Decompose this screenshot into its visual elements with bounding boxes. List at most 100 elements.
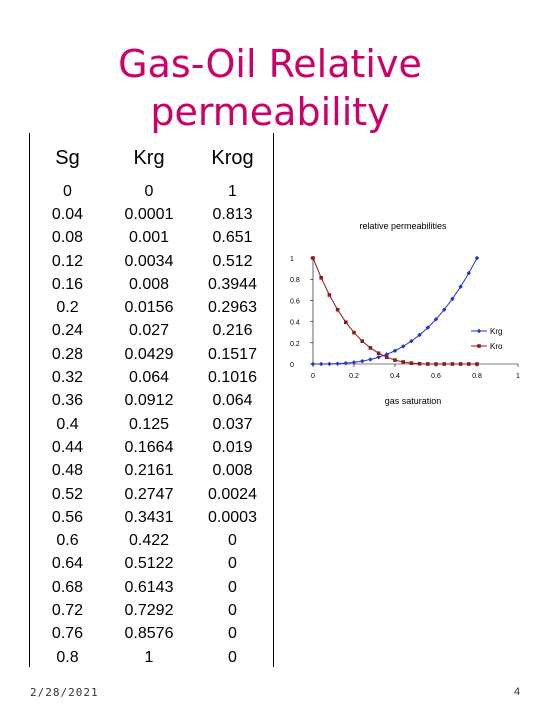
cell-krg: 0.0429 bbox=[124, 345, 174, 363]
chart-axes: 0 0.2 0.4 0.6 0.8 1 0 0.2 0.4 0.6 0.8 1 bbox=[290, 256, 520, 380]
data-point-kro bbox=[409, 361, 414, 365]
y-tick-label: 0.6 bbox=[290, 298, 300, 305]
data-point-krg bbox=[425, 325, 430, 330]
data-point-kro bbox=[401, 360, 405, 364]
data-point-kro bbox=[442, 362, 446, 366]
cell-krg: 0.0912 bbox=[124, 392, 174, 410]
cell-krog: 0 bbox=[228, 555, 237, 573]
y-tick-label: 0.4 bbox=[290, 320, 300, 327]
data-point-krg bbox=[409, 338, 414, 344]
table-left-border bbox=[29, 133, 30, 667]
table-row: 0.32 0.064 0.1016 bbox=[29, 366, 273, 389]
series-krg bbox=[310, 255, 480, 367]
data-point-kro bbox=[467, 362, 471, 366]
cell-krg: 0.3431 bbox=[124, 508, 174, 526]
x-tick-label: 0.6 bbox=[431, 373, 441, 380]
data-point-kro bbox=[344, 320, 348, 324]
data-point-krg bbox=[335, 361, 340, 366]
data-point-krg bbox=[351, 360, 357, 365]
data-point-krg bbox=[474, 255, 480, 261]
cell-sg: 0.56 bbox=[51, 508, 84, 526]
cell-sg: 0.32 bbox=[51, 369, 84, 387]
cell-sg: 0.24 bbox=[51, 322, 84, 340]
table-row: 0.24 0.027 0.216 bbox=[29, 320, 273, 343]
x-tick-label: 1 bbox=[516, 373, 520, 380]
cell-krog: 0 bbox=[228, 625, 237, 643]
x-tick-label: 0.2 bbox=[349, 373, 359, 380]
table-row: 0.72 0.7292 0 bbox=[29, 599, 273, 622]
data-point-krg bbox=[360, 358, 365, 364]
cell-krg: 0.0034 bbox=[124, 252, 174, 270]
cell-krg: 0.7292 bbox=[124, 601, 174, 619]
legend-marker bbox=[477, 344, 481, 348]
legend-label: Krg bbox=[490, 327, 502, 336]
data-point-kro bbox=[376, 351, 381, 356]
cell-krg: 0.5122 bbox=[124, 555, 174, 573]
cell-sg: 0.8 bbox=[56, 648, 79, 666]
cell-sg: 0.68 bbox=[51, 578, 84, 596]
data-point-krg bbox=[319, 361, 324, 367]
cell-sg: 0.36 bbox=[51, 392, 84, 410]
table-row: 0.36 0.0912 0.064 bbox=[29, 390, 273, 413]
cell-krog: 0.216 bbox=[212, 322, 253, 340]
cell-sg: 0.76 bbox=[51, 625, 84, 643]
table-row: 0.76 0.8576 0 bbox=[29, 623, 273, 646]
data-point-krg bbox=[368, 357, 373, 362]
data-point-krg bbox=[458, 284, 463, 289]
cell-krg: 0.6143 bbox=[124, 578, 174, 596]
chart-series bbox=[310, 255, 480, 367]
cell-krog: 0 bbox=[228, 648, 237, 666]
data-point-kro bbox=[368, 346, 373, 350]
table-row: 0.4 0.125 0.037 bbox=[29, 413, 273, 436]
cell-krg: 0.422 bbox=[128, 532, 170, 550]
table-body: 0 0 1 0.04 0.0001 0.813 0.08 0.001 0.651 0.12 0.00… bbox=[29, 180, 273, 669]
table-header-row: Sg Krg Krog bbox=[29, 136, 273, 180]
cell-krog: 0.1517 bbox=[208, 345, 257, 363]
data-point-kro bbox=[385, 355, 389, 360]
cell-sg: 0.64 bbox=[51, 555, 84, 573]
data-point-krg bbox=[401, 344, 406, 349]
data-point-krg bbox=[433, 317, 439, 322]
cell-krog: 0.019 bbox=[212, 438, 253, 456]
data-point-krg bbox=[450, 296, 455, 302]
legend-item-krg: Krg bbox=[471, 327, 502, 336]
data-point-krg bbox=[442, 307, 447, 312]
y-tick-label: 0 bbox=[290, 362, 294, 369]
y-tick-label: 0.2 bbox=[290, 341, 300, 348]
cell-krg: 0.027 bbox=[128, 322, 170, 340]
chart-title: relative permeabilities bbox=[359, 221, 447, 231]
relative-permeability-table: Sg Krg Krog 0 0 1 0.04 0.0001 0.813 0.08 0.001 0… bbox=[29, 136, 273, 669]
cell-krog: 0.512 bbox=[212, 252, 253, 270]
table-row: 0 0 1 bbox=[29, 180, 273, 203]
header-sg: Sg bbox=[55, 146, 80, 169]
cell-krog: 0.1016 bbox=[208, 369, 257, 387]
table-row: 0.64 0.5122 0 bbox=[29, 553, 273, 576]
cell-krg: 0.125 bbox=[128, 415, 170, 433]
series-kro bbox=[311, 256, 479, 366]
x-tick-label: 0.8 bbox=[472, 373, 482, 380]
data-point-kro bbox=[450, 362, 455, 366]
cell-krog: 0 bbox=[228, 601, 237, 619]
cell-krog: 0 bbox=[228, 578, 237, 596]
cell-krg: 0.008 bbox=[128, 275, 170, 293]
cell-krg: 0.2747 bbox=[124, 485, 174, 503]
footer-date: 2/28/2021 bbox=[30, 686, 99, 699]
cell-krg: 0.8576 bbox=[124, 625, 174, 643]
legend-item-kro: Kro bbox=[471, 342, 503, 351]
data-point-kro bbox=[434, 362, 438, 366]
cell-sg: 0.52 bbox=[51, 485, 84, 503]
cell-krg: 0.2161 bbox=[124, 462, 174, 480]
slide-title-line-1: Gas-Oil Relative bbox=[118, 42, 422, 86]
page-number: 4 bbox=[514, 686, 521, 698]
slide-title-line-2: permeability bbox=[150, 90, 390, 134]
cell-sg: 0.6 bbox=[56, 532, 79, 550]
cell-krog: 0.037 bbox=[212, 415, 253, 433]
cell-sg: 0.12 bbox=[51, 252, 84, 270]
data-point-kro bbox=[417, 361, 422, 366]
y-tick-label: 0.8 bbox=[290, 277, 300, 284]
x-tick-label: 0 bbox=[311, 373, 315, 380]
cell-sg: 0.16 bbox=[51, 275, 84, 293]
cell-krog: 0.064 bbox=[212, 392, 253, 410]
slide-title: Gas-Oil Relative permeability bbox=[0, 40, 540, 136]
cell-krog: 0.2963 bbox=[208, 299, 257, 317]
